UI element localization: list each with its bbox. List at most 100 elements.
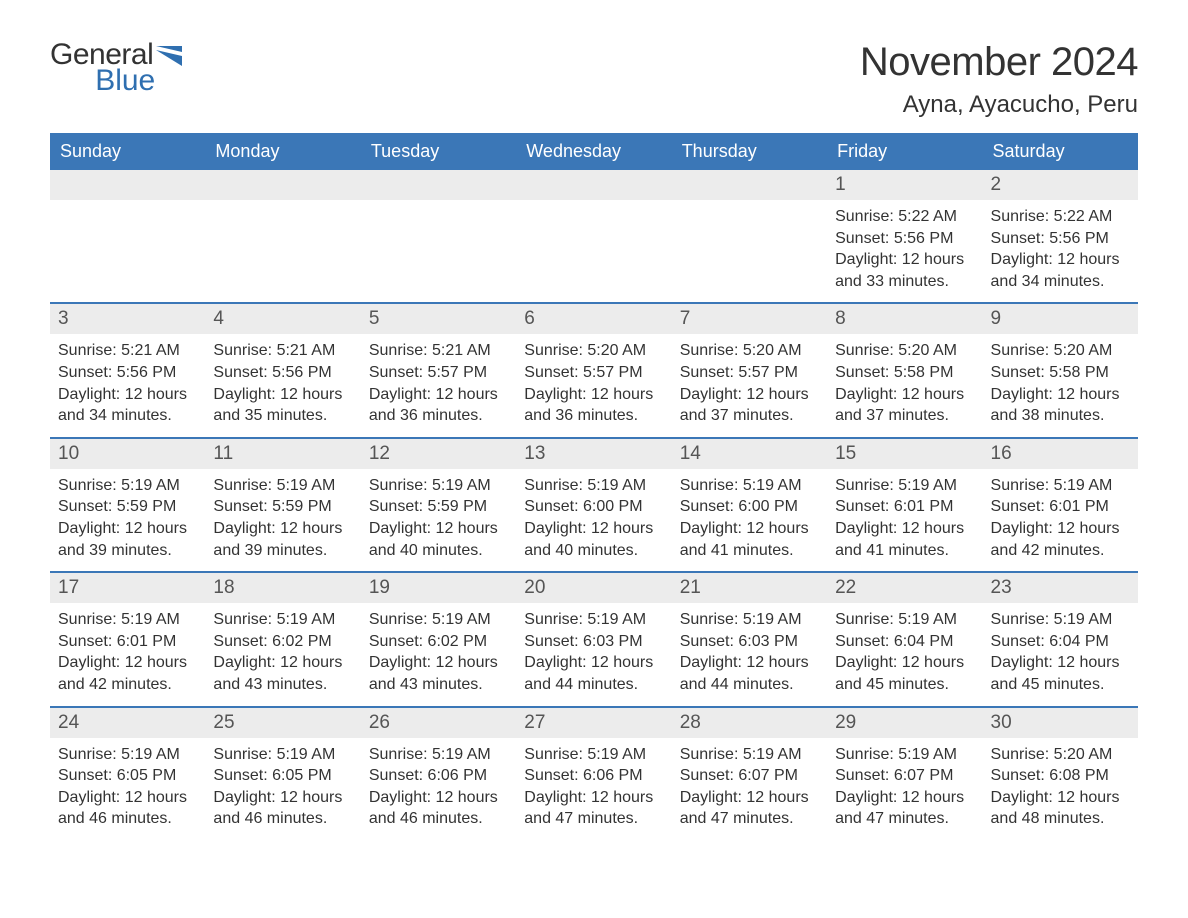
day-number: 18 [205, 573, 360, 603]
day-cell: 1Sunrise: 5:22 AMSunset: 5:56 PMDaylight… [827, 170, 982, 302]
day-number: 29 [827, 708, 982, 738]
day-body: Sunrise: 5:21 AMSunset: 5:56 PMDaylight:… [50, 334, 205, 436]
daylight-text-1: Daylight: 12 hours [991, 518, 1130, 540]
day-cell: 15Sunrise: 5:19 AMSunset: 6:01 PMDayligh… [827, 439, 982, 571]
daylight-text-2: and 46 minutes. [213, 808, 352, 830]
daylight-text-1: Daylight: 12 hours [58, 384, 197, 406]
daylight-text-2: and 41 minutes. [680, 540, 819, 562]
daylight-text-1: Daylight: 12 hours [524, 787, 663, 809]
day-cell: 29Sunrise: 5:19 AMSunset: 6:07 PMDayligh… [827, 708, 982, 840]
sunset-text: Sunset: 6:04 PM [991, 631, 1130, 653]
daylight-text-2: and 42 minutes. [991, 540, 1130, 562]
day-number: 6 [516, 304, 671, 334]
daylight-text-1: Daylight: 12 hours [524, 384, 663, 406]
header: General Blue November 2024 Ayna, Ayacuch… [50, 40, 1138, 127]
sunrise-text: Sunrise: 5:22 AM [835, 206, 974, 228]
sunrise-text: Sunrise: 5:19 AM [369, 475, 508, 497]
daylight-text-1: Daylight: 12 hours [991, 652, 1130, 674]
daylight-text-1: Daylight: 12 hours [58, 787, 197, 809]
day-header: Saturday [983, 133, 1138, 170]
day-number: 4 [205, 304, 360, 334]
daylight-text-2: and 47 minutes. [680, 808, 819, 830]
logo-text: General Blue [50, 40, 153, 96]
daylight-text-2: and 35 minutes. [213, 405, 352, 427]
day-body: Sunrise: 5:19 AMSunset: 6:02 PMDaylight:… [361, 603, 516, 705]
daylight-text-2: and 48 minutes. [991, 808, 1130, 830]
day-body: Sunrise: 5:22 AMSunset: 5:56 PMDaylight:… [827, 200, 982, 302]
sunrise-text: Sunrise: 5:19 AM [369, 609, 508, 631]
title-block: November 2024 Ayna, Ayacucho, Peru [860, 40, 1138, 127]
daylight-text-1: Daylight: 12 hours [680, 787, 819, 809]
day-cell: 12Sunrise: 5:19 AMSunset: 5:59 PMDayligh… [361, 439, 516, 571]
location: Ayna, Ayacucho, Peru [860, 91, 1138, 119]
sunset-text: Sunset: 5:56 PM [835, 228, 974, 250]
week-row: 3Sunrise: 5:21 AMSunset: 5:56 PMDaylight… [50, 302, 1138, 436]
sunrise-text: Sunrise: 5:19 AM [213, 609, 352, 631]
day-cell: 13Sunrise: 5:19 AMSunset: 6:00 PMDayligh… [516, 439, 671, 571]
daylight-text-2: and 40 minutes. [524, 540, 663, 562]
day-number: 20 [516, 573, 671, 603]
daylight-text-1: Daylight: 12 hours [835, 384, 974, 406]
week-row: 17Sunrise: 5:19 AMSunset: 6:01 PMDayligh… [50, 571, 1138, 705]
daylight-text-1: Daylight: 12 hours [680, 384, 819, 406]
sunrise-text: Sunrise: 5:19 AM [680, 744, 819, 766]
day-body: Sunrise: 5:19 AMSunset: 5:59 PMDaylight:… [361, 469, 516, 571]
sunset-text: Sunset: 6:00 PM [680, 496, 819, 518]
daylight-text-1: Daylight: 12 hours [213, 384, 352, 406]
sunset-text: Sunset: 6:01 PM [991, 496, 1130, 518]
day-body: Sunrise: 5:19 AMSunset: 6:07 PMDaylight:… [827, 738, 982, 840]
day-number [672, 170, 827, 200]
day-body: Sunrise: 5:19 AMSunset: 6:03 PMDaylight:… [516, 603, 671, 705]
daylight-text-1: Daylight: 12 hours [524, 652, 663, 674]
daylight-text-1: Daylight: 12 hours [369, 384, 508, 406]
daylight-text-2: and 34 minutes. [991, 271, 1130, 293]
day-cell: 8Sunrise: 5:20 AMSunset: 5:58 PMDaylight… [827, 304, 982, 436]
daylight-text-2: and 45 minutes. [835, 674, 974, 696]
week-row: 10Sunrise: 5:19 AMSunset: 5:59 PMDayligh… [50, 437, 1138, 571]
day-body: Sunrise: 5:22 AMSunset: 5:56 PMDaylight:… [983, 200, 1138, 302]
daylight-text-1: Daylight: 12 hours [991, 384, 1130, 406]
daylight-text-1: Daylight: 12 hours [213, 652, 352, 674]
day-header: Tuesday [361, 133, 516, 170]
daylight-text-2: and 46 minutes. [58, 808, 197, 830]
day-number: 21 [672, 573, 827, 603]
day-body: Sunrise: 5:21 AMSunset: 5:56 PMDaylight:… [205, 334, 360, 436]
daylight-text-1: Daylight: 12 hours [991, 787, 1130, 809]
day-body: Sunrise: 5:20 AMSunset: 5:57 PMDaylight:… [516, 334, 671, 436]
day-cell: 28Sunrise: 5:19 AMSunset: 6:07 PMDayligh… [672, 708, 827, 840]
sunrise-text: Sunrise: 5:21 AM [58, 340, 197, 362]
day-body [205, 200, 360, 216]
daylight-text-2: and 37 minutes. [680, 405, 819, 427]
day-body: Sunrise: 5:19 AMSunset: 6:07 PMDaylight:… [672, 738, 827, 840]
day-number: 3 [50, 304, 205, 334]
daylight-text-1: Daylight: 12 hours [369, 652, 508, 674]
day-body: Sunrise: 5:19 AMSunset: 5:59 PMDaylight:… [205, 469, 360, 571]
day-number [205, 170, 360, 200]
sunset-text: Sunset: 6:02 PM [369, 631, 508, 653]
daylight-text-2: and 40 minutes. [369, 540, 508, 562]
day-number: 1 [827, 170, 982, 200]
daylight-text-2: and 44 minutes. [524, 674, 663, 696]
daylight-text-1: Daylight: 12 hours [369, 518, 508, 540]
sunrise-text: Sunrise: 5:19 AM [680, 609, 819, 631]
sunrise-text: Sunrise: 5:19 AM [213, 744, 352, 766]
sunset-text: Sunset: 5:59 PM [369, 496, 508, 518]
day-body: Sunrise: 5:19 AMSunset: 6:01 PMDaylight:… [50, 603, 205, 705]
sunset-text: Sunset: 5:59 PM [213, 496, 352, 518]
daylight-text-1: Daylight: 12 hours [835, 518, 974, 540]
daylight-text-2: and 41 minutes. [835, 540, 974, 562]
daylight-text-2: and 42 minutes. [58, 674, 197, 696]
daylight-text-1: Daylight: 12 hours [991, 249, 1130, 271]
daylight-text-2: and 38 minutes. [991, 405, 1130, 427]
day-number: 16 [983, 439, 1138, 469]
day-cell [50, 170, 205, 302]
sunrise-text: Sunrise: 5:22 AM [991, 206, 1130, 228]
day-number: 2 [983, 170, 1138, 200]
day-header: Friday [827, 133, 982, 170]
day-number: 15 [827, 439, 982, 469]
sunset-text: Sunset: 6:04 PM [835, 631, 974, 653]
day-body: Sunrise: 5:19 AMSunset: 6:06 PMDaylight:… [361, 738, 516, 840]
day-cell [205, 170, 360, 302]
daylight-text-1: Daylight: 12 hours [835, 249, 974, 271]
day-number: 26 [361, 708, 516, 738]
